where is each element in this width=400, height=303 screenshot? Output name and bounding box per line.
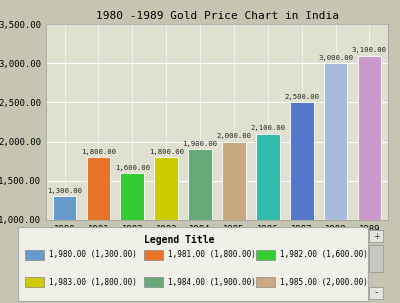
Text: 1,982.00 (1,600.00): 1,982.00 (1,600.00) <box>280 250 368 259</box>
Text: 3,100.00: 3,100.00 <box>352 47 387 53</box>
Text: 1,985.00 (2,000.00): 1,985.00 (2,000.00) <box>280 278 368 287</box>
Text: 1,800.00: 1,800.00 <box>81 149 116 155</box>
Bar <box>290 102 314 298</box>
Bar <box>144 250 163 260</box>
Bar <box>188 149 212 298</box>
FancyBboxPatch shape <box>369 245 384 272</box>
Bar <box>256 134 280 298</box>
Text: Legend Title: Legend Title <box>144 235 214 245</box>
Text: 2,500.00: 2,500.00 <box>284 94 319 100</box>
Bar <box>154 157 178 298</box>
Bar <box>358 55 381 298</box>
Bar <box>324 63 347 298</box>
Text: +: + <box>373 232 380 241</box>
Bar <box>222 142 246 298</box>
Text: 1,981.00 (1,800.00): 1,981.00 (1,800.00) <box>168 250 256 259</box>
Bar <box>87 157 110 298</box>
Text: 1,600.00: 1,600.00 <box>115 165 150 171</box>
Bar <box>120 173 144 298</box>
Text: 1,984.00 (1,900.00): 1,984.00 (1,900.00) <box>168 278 256 287</box>
FancyBboxPatch shape <box>369 230 384 242</box>
X-axis label: Year: Year <box>204 236 230 246</box>
Bar <box>53 196 76 298</box>
Text: 1,800.00: 1,800.00 <box>149 149 184 155</box>
Bar <box>256 250 275 260</box>
Text: 1,983.00 (1,800.00): 1,983.00 (1,800.00) <box>49 278 137 287</box>
Text: 1,980.00 (1,300.00): 1,980.00 (1,300.00) <box>49 250 137 259</box>
Text: 3,000.00: 3,000.00 <box>318 55 353 61</box>
Bar <box>144 277 163 287</box>
Text: 2,000.00: 2,000.00 <box>216 133 252 139</box>
FancyBboxPatch shape <box>369 287 384 298</box>
Bar <box>25 250 44 260</box>
Bar <box>256 277 275 287</box>
Title: 1980 -1989 Gold Price Chart in India: 1980 -1989 Gold Price Chart in India <box>96 11 338 21</box>
Text: 2,100.00: 2,100.00 <box>250 125 285 132</box>
Text: -: - <box>375 288 378 298</box>
Bar <box>25 277 44 287</box>
Text: 1,900.00: 1,900.00 <box>182 141 218 147</box>
Text: 1,300.00: 1,300.00 <box>47 188 82 194</box>
